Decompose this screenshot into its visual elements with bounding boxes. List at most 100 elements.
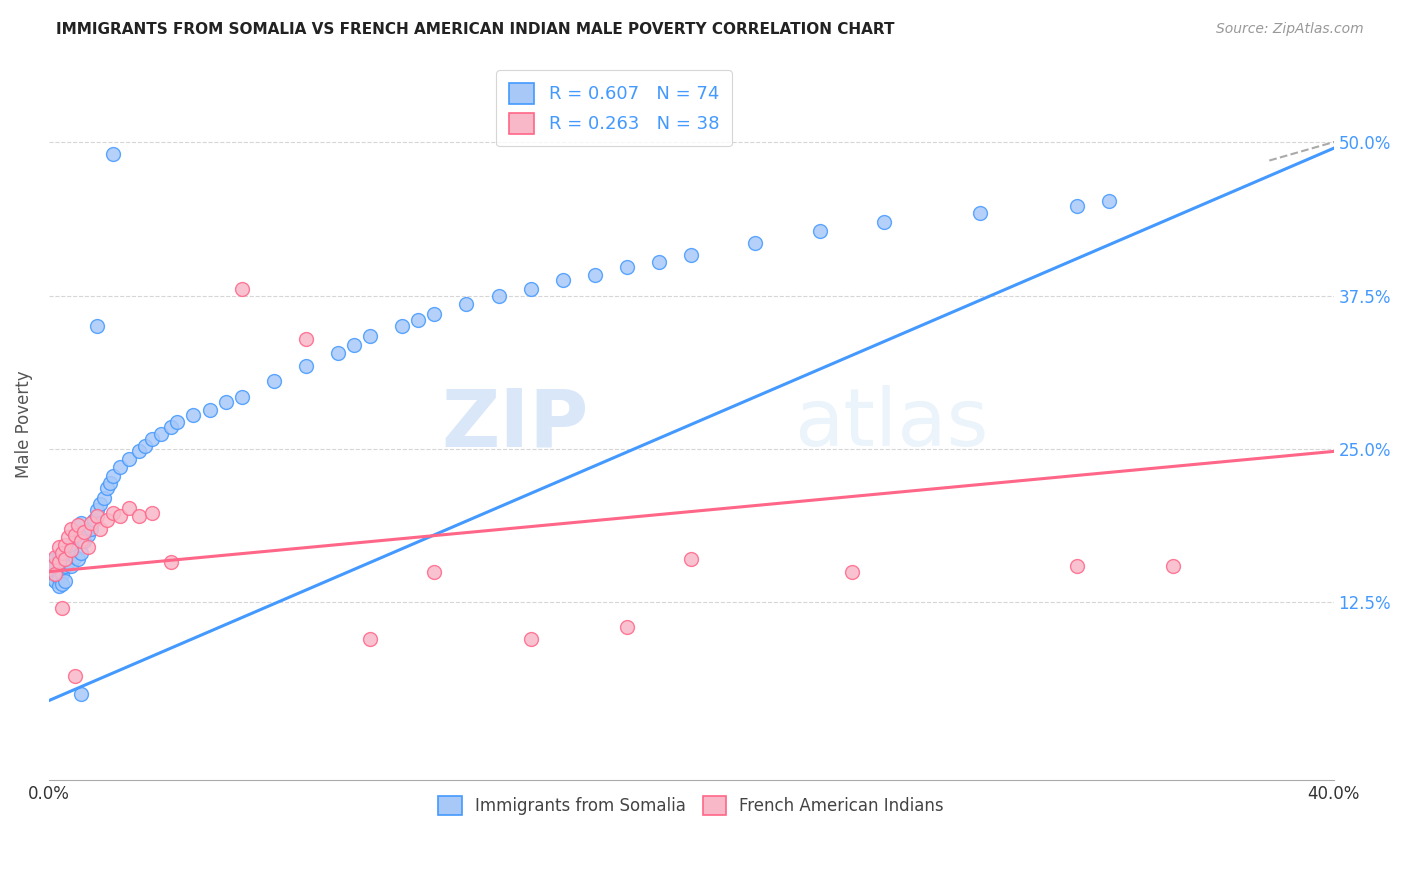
Point xyxy=(63,530,86,544)
Point xyxy=(969,206,991,220)
Point xyxy=(48,555,70,569)
Point xyxy=(80,522,103,536)
Point xyxy=(53,558,76,573)
Point xyxy=(128,509,150,524)
Point xyxy=(41,565,63,579)
Point xyxy=(141,432,163,446)
Point xyxy=(166,415,188,429)
Point xyxy=(96,481,118,495)
Point xyxy=(141,506,163,520)
Point xyxy=(183,408,205,422)
Point xyxy=(76,528,98,542)
Point xyxy=(41,558,63,573)
Point xyxy=(423,307,446,321)
Point xyxy=(103,469,125,483)
Point xyxy=(1161,558,1184,573)
Legend: Immigrants from Somalia, French American Indians: Immigrants from Somalia, French American… xyxy=(429,786,955,825)
Point xyxy=(58,530,80,544)
Point xyxy=(406,313,429,327)
Point xyxy=(198,402,221,417)
Point xyxy=(73,525,96,540)
Point xyxy=(96,513,118,527)
Point xyxy=(295,359,318,373)
Point xyxy=(86,319,108,334)
Point xyxy=(53,574,76,589)
Point xyxy=(423,565,446,579)
Point xyxy=(58,555,80,569)
Point xyxy=(616,260,638,275)
Point xyxy=(103,147,125,161)
Point xyxy=(326,346,349,360)
Point xyxy=(118,500,141,515)
Point xyxy=(53,538,76,552)
Point xyxy=(263,375,285,389)
Text: IMMIGRANTS FROM SOMALIA VS FRENCH AMERICAN INDIAN MALE POVERTY CORRELATION CHART: IMMIGRANTS FROM SOMALIA VS FRENCH AMERIC… xyxy=(56,22,894,37)
Point xyxy=(41,571,63,585)
Point xyxy=(616,620,638,634)
Point xyxy=(70,516,93,530)
Point xyxy=(808,223,831,237)
Point xyxy=(58,542,80,557)
Point xyxy=(66,525,89,540)
Point xyxy=(48,565,70,579)
Point xyxy=(44,558,66,573)
Point xyxy=(98,476,121,491)
Point xyxy=(53,552,76,566)
Point xyxy=(1098,194,1121,208)
Point xyxy=(391,319,413,334)
Point xyxy=(519,632,541,647)
Point xyxy=(128,444,150,458)
Point xyxy=(841,565,863,579)
Point xyxy=(583,268,606,282)
Point xyxy=(44,549,66,564)
Point xyxy=(150,427,173,442)
Point xyxy=(134,440,156,454)
Point xyxy=(488,288,510,302)
Point xyxy=(70,533,93,548)
Point xyxy=(48,579,70,593)
Point xyxy=(359,632,381,647)
Point xyxy=(60,542,83,557)
Point xyxy=(160,420,183,434)
Point xyxy=(48,549,70,564)
Point xyxy=(1066,199,1088,213)
Point xyxy=(41,558,63,573)
Point xyxy=(53,546,76,560)
Text: atlas: atlas xyxy=(794,385,988,464)
Point xyxy=(51,567,73,582)
Point xyxy=(44,567,66,582)
Point xyxy=(44,574,66,589)
Point xyxy=(103,506,125,520)
Point xyxy=(86,509,108,524)
Point xyxy=(118,451,141,466)
Point xyxy=(681,248,703,262)
Point xyxy=(86,503,108,517)
Point xyxy=(48,571,70,585)
Point xyxy=(648,255,671,269)
Point xyxy=(519,282,541,296)
Point xyxy=(51,555,73,569)
Point xyxy=(73,533,96,548)
Point xyxy=(44,552,66,566)
Point xyxy=(60,522,83,536)
Point xyxy=(63,528,86,542)
Text: Source: ZipAtlas.com: Source: ZipAtlas.com xyxy=(1216,22,1364,37)
Point xyxy=(295,331,318,345)
Point xyxy=(214,395,236,409)
Point xyxy=(76,540,98,554)
Point xyxy=(231,391,253,405)
Point xyxy=(63,669,86,683)
Point xyxy=(108,460,131,475)
Point xyxy=(60,538,83,552)
Point xyxy=(70,546,93,560)
Point xyxy=(108,509,131,524)
Text: ZIP: ZIP xyxy=(441,385,589,464)
Point xyxy=(89,522,111,536)
Point xyxy=(343,337,366,351)
Point xyxy=(551,272,574,286)
Point xyxy=(1066,558,1088,573)
Point xyxy=(70,687,93,701)
Point xyxy=(66,518,89,533)
Point xyxy=(63,549,86,564)
Point xyxy=(456,297,478,311)
